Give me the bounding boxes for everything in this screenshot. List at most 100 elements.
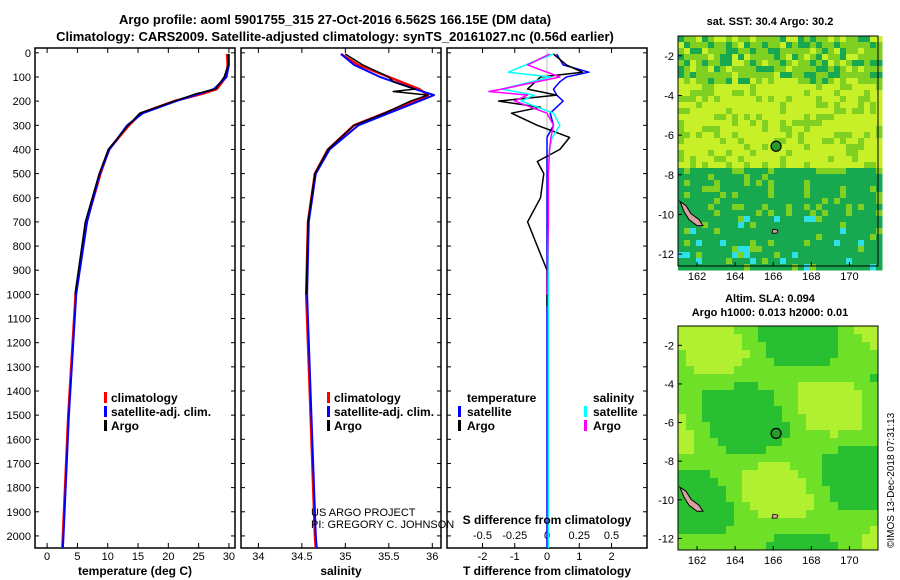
map-cell	[822, 72, 829, 79]
map-cell	[846, 150, 853, 157]
legend-swatch-climatology	[327, 392, 330, 403]
series-climatology	[304, 52, 430, 549]
map-cell	[714, 162, 721, 169]
map-cell	[864, 174, 871, 181]
salinity-legend: climatology satellite-adj. clim. Argo	[327, 391, 434, 433]
map-cell	[862, 390, 871, 399]
map-cell	[686, 534, 695, 543]
map-cell	[678, 366, 687, 375]
map-cell	[726, 108, 733, 115]
map-cell	[838, 534, 847, 543]
map-cell	[840, 156, 847, 163]
map-cell	[768, 96, 775, 103]
map-cell	[750, 246, 757, 253]
map-cell	[684, 222, 691, 229]
map-cell	[792, 114, 799, 121]
map-cell	[858, 90, 865, 97]
series-satellite-adj-clim-	[61, 54, 230, 549]
map-cell	[750, 502, 759, 511]
map-cell	[864, 102, 871, 109]
map-cell	[782, 518, 791, 527]
map-cell	[718, 398, 727, 407]
map-cell	[726, 366, 735, 375]
map-cell	[798, 180, 805, 187]
map-cell	[864, 180, 871, 187]
map-cell	[834, 216, 841, 223]
map-cell	[694, 526, 703, 535]
map-cell	[678, 144, 685, 151]
map-cell	[768, 252, 775, 259]
map-cell	[830, 358, 839, 367]
map-cell	[876, 120, 883, 127]
map-cell	[750, 334, 759, 343]
map-cell	[750, 494, 759, 503]
map-cell	[852, 198, 859, 205]
map-cell	[852, 168, 859, 175]
map-cell	[734, 342, 743, 351]
map-cell	[684, 180, 691, 187]
map-cell	[678, 414, 687, 423]
map-cell	[732, 78, 739, 85]
map-cell	[690, 42, 697, 49]
map-cell	[686, 406, 695, 415]
map-cell	[768, 54, 775, 61]
map-cell	[734, 462, 743, 471]
map-cell	[758, 518, 767, 527]
map-cell	[780, 132, 787, 139]
map-cell	[766, 350, 775, 359]
map-cell	[780, 66, 787, 73]
map-cell	[816, 258, 823, 265]
map-cell	[822, 414, 831, 423]
map-cell	[858, 264, 865, 271]
map-cell	[750, 90, 757, 97]
map-cell	[810, 258, 817, 265]
map-cell	[786, 264, 793, 271]
map-cell	[804, 192, 811, 199]
map-cell	[708, 144, 715, 151]
map-cell	[840, 126, 847, 133]
map-cell	[734, 398, 743, 407]
map-cell	[702, 240, 709, 247]
map-cell	[762, 162, 769, 169]
map-cell	[858, 174, 865, 181]
map-cell	[774, 518, 783, 527]
map-x-tick-label: 162	[688, 271, 706, 283]
map-cell	[846, 90, 853, 97]
map-cell	[762, 120, 769, 127]
map-cell	[774, 108, 781, 115]
map-cell	[840, 132, 847, 139]
map-cell	[710, 542, 719, 551]
map-cell	[708, 222, 715, 229]
map-cell	[822, 144, 829, 151]
map-cell	[828, 210, 835, 217]
map-cell	[862, 446, 871, 455]
map-cell	[758, 398, 767, 407]
map-cell	[684, 90, 691, 97]
map-cell	[834, 204, 841, 211]
map-cell	[708, 84, 715, 91]
map-cell	[792, 246, 799, 253]
map-cell	[834, 126, 841, 133]
map-cell	[696, 132, 703, 139]
map-cell	[756, 252, 763, 259]
map-cell	[780, 36, 787, 43]
map-cell	[756, 42, 763, 49]
map-cell	[774, 60, 781, 67]
map-cell	[846, 234, 853, 241]
map-cell	[822, 478, 831, 487]
map-cell	[734, 510, 743, 519]
map-cell	[804, 150, 811, 157]
map-cell	[750, 398, 759, 407]
map-cell	[742, 478, 751, 487]
map-cell	[734, 334, 743, 343]
map-cell	[810, 204, 817, 211]
map-cell	[828, 48, 835, 55]
map-cell	[830, 390, 839, 399]
map-cell	[726, 90, 733, 97]
map-cell	[734, 406, 743, 415]
map-cell	[720, 120, 727, 127]
map-cell	[762, 264, 769, 271]
map-cell	[766, 326, 775, 335]
map-cell	[828, 204, 835, 211]
map-cell	[766, 374, 775, 383]
